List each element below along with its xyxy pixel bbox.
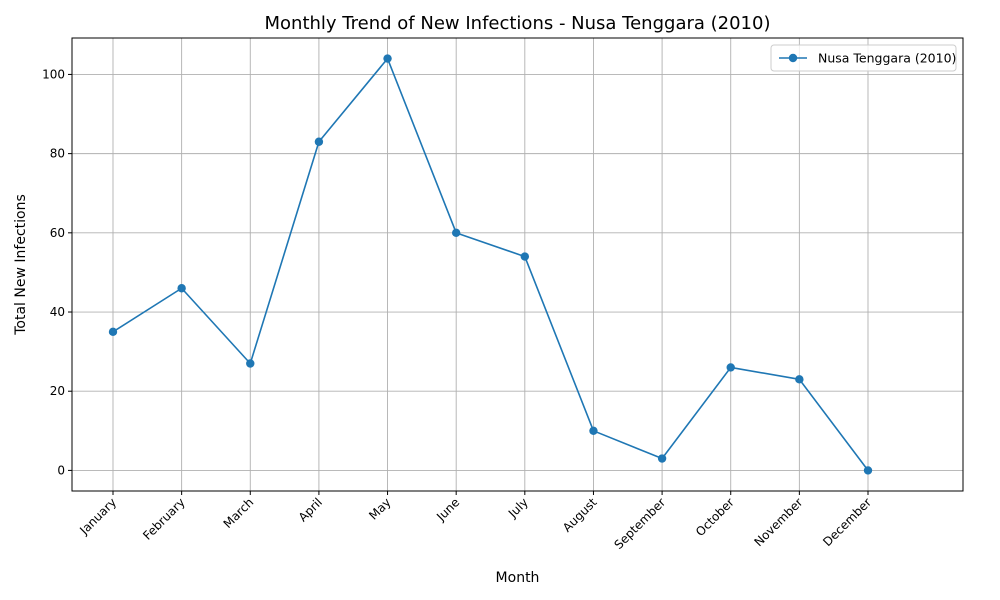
legend-box [770, 44, 957, 72]
data-point [589, 426, 598, 436]
x-tick-label: June [433, 495, 462, 524]
legend: Nusa Tenggara (2010) [770, 44, 957, 72]
data-point [451, 228, 461, 238]
x-tick-label: January [76, 495, 119, 538]
data-point [863, 466, 873, 475]
data-point [383, 54, 392, 63]
x-tick-label: February [140, 495, 188, 543]
series-markers [108, 54, 873, 475]
x-tick-label: November [751, 495, 805, 549]
x-axis-ticks: January February March April May June July Augu… [76, 491, 874, 552]
y-tick-label: 40 [50, 305, 65, 319]
y-axis-ticks: 0 20 40 60 80 100 [42, 67, 72, 477]
x-tick-label: August [560, 495, 600, 535]
data-point [108, 327, 118, 337]
data-point [657, 454, 667, 463]
x-tick-label: October [693, 495, 737, 539]
y-tick-label: 20 [50, 384, 65, 398]
y-tick-label: 100 [42, 67, 65, 81]
plot-frame [71, 37, 964, 492]
data-point [314, 137, 324, 146]
data-point [177, 284, 186, 293]
y-axis-label: Total New Infections [13, 194, 29, 336]
legend-marker-sample [788, 53, 798, 63]
x-axis-label: Month [496, 570, 540, 586]
series-line-layer [112, 57, 869, 471]
data-point [795, 375, 804, 384]
grid [72, 38, 963, 491]
y-tick-label: 80 [50, 147, 65, 161]
x-tick-label: May [366, 495, 393, 522]
x-tick-label: September [611, 495, 668, 552]
x-tick-label: March [221, 495, 257, 531]
y-tick-label: 60 [50, 226, 65, 240]
x-tick-label: July [505, 495, 531, 521]
y-tick-label: 0 [57, 463, 65, 477]
data-point [520, 252, 530, 261]
data-point [726, 363, 735, 372]
series-line [112, 57, 869, 471]
legend-entry-label: Nusa Tenggara (2010) [818, 51, 956, 66]
x-tick-label: April [296, 495, 325, 524]
chart-title: Monthly Trend of New Infections - Nusa T… [265, 13, 771, 34]
x-tick-label: December [820, 495, 874, 549]
data-point [246, 359, 255, 368]
